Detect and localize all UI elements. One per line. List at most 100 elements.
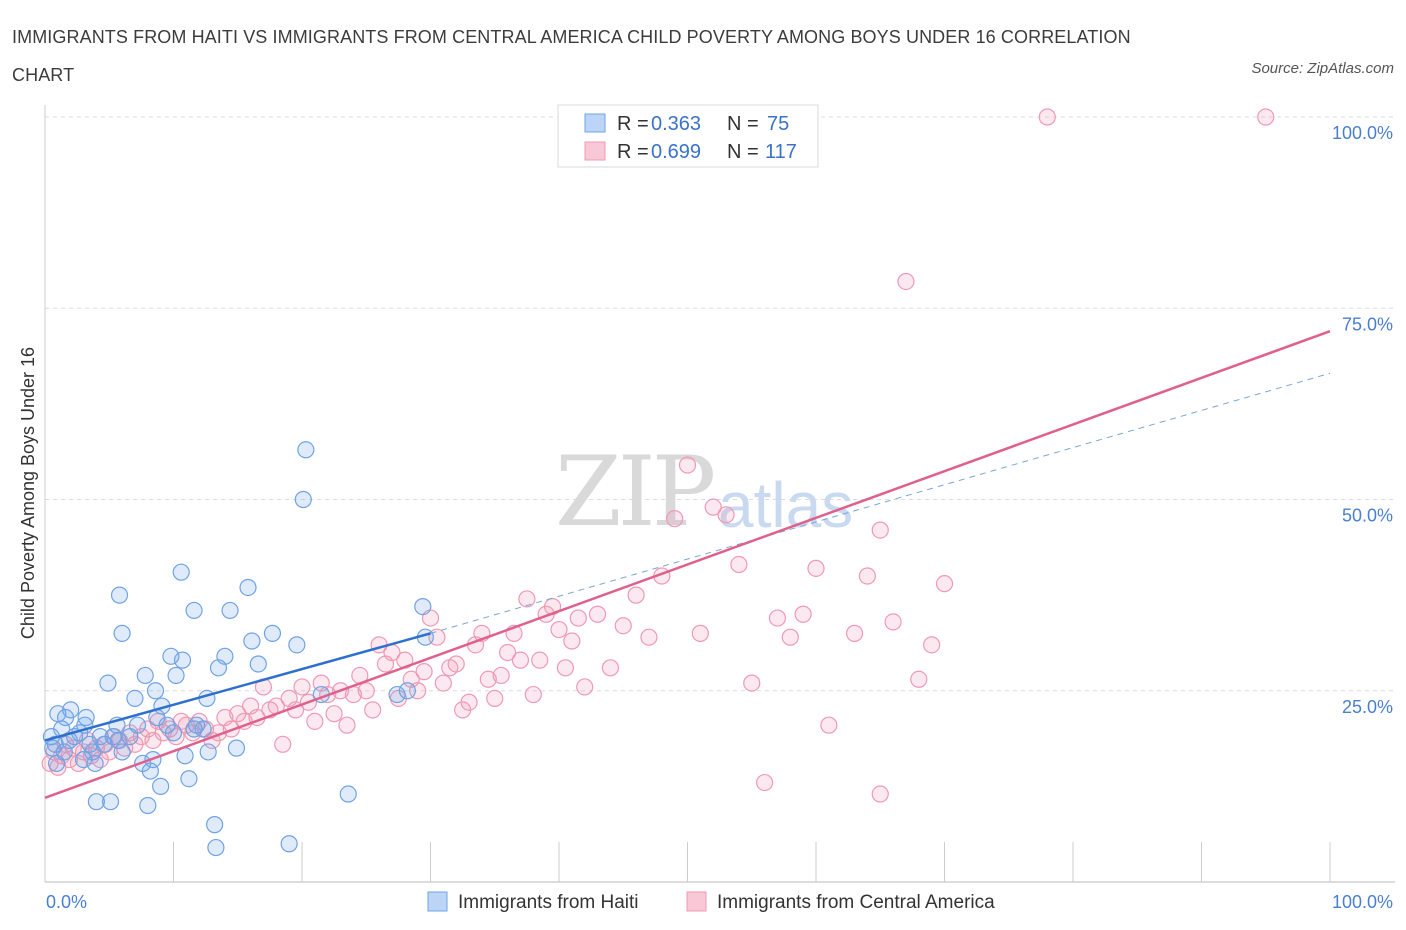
central-america-point-82 xyxy=(524,685,542,704)
haiti-point-61 xyxy=(288,636,306,654)
x-tick-label-0: 0.0% xyxy=(46,892,87,912)
central-america-point-80 xyxy=(511,651,530,669)
haiti-point-53 xyxy=(216,647,234,665)
haiti-point-40 xyxy=(167,666,185,685)
legend-swatch-central-bottom xyxy=(686,891,707,912)
central-america-point-107 xyxy=(794,605,812,623)
haiti-point-33 xyxy=(146,682,165,700)
central-america-point-57 xyxy=(364,701,382,719)
chart-title: IMMIGRANTS FROM HAITI VS IMMIGRANTS FROM… xyxy=(12,27,1131,85)
central-america-point-86 xyxy=(550,620,568,639)
central-america-point-88 xyxy=(563,632,581,650)
central-america-point-78 xyxy=(499,643,517,662)
central-america-point-70 xyxy=(447,655,465,673)
haiti-point-71 xyxy=(109,731,127,750)
haiti-point-66 xyxy=(388,685,406,704)
haiti-point-30 xyxy=(136,666,154,685)
haiti-point-56 xyxy=(239,578,257,597)
haiti-point-50 xyxy=(206,816,224,834)
central-america-point-118 xyxy=(1038,108,1056,126)
legend-swatch-haiti-bottom xyxy=(427,891,448,912)
trend-line-haiti xyxy=(44,632,431,742)
y-tick-labels: 25.0% 50.0% 75.0% 100.0% xyxy=(1332,123,1393,717)
central-america-point-95 xyxy=(640,628,658,646)
haiti-point-51 xyxy=(207,838,225,857)
haiti-point-24 xyxy=(113,624,131,642)
central-america-point-110 xyxy=(845,624,864,642)
central-america-point-99 xyxy=(691,624,709,642)
haiti-point-57 xyxy=(243,632,261,650)
central-america-point-77 xyxy=(492,666,510,685)
central-america-point-98 xyxy=(678,456,697,474)
central-america-point-53 xyxy=(338,716,356,734)
central-america-point-43 xyxy=(274,735,292,753)
watermark: ZIP atlas xyxy=(555,436,853,548)
haiti-point-73 xyxy=(185,720,203,738)
x-tick-label-1: 100.0% xyxy=(1332,892,1393,912)
central-america-point-117 xyxy=(935,575,954,593)
haiti-point-28 xyxy=(128,716,147,734)
legend-r-value-haiti: 0.363 xyxy=(651,113,701,135)
central-america-point-46 xyxy=(293,678,311,696)
legend-swatch-haiti xyxy=(584,113,606,133)
legend-swatch-central xyxy=(584,141,606,161)
haiti-point-44 xyxy=(180,770,198,788)
haiti-point-62 xyxy=(294,490,312,509)
haiti-point-23 xyxy=(110,586,129,604)
central-america-point-92 xyxy=(601,659,620,677)
central-america-point-68 xyxy=(434,674,452,692)
central-america-point-56 xyxy=(357,682,375,700)
haiti-point-65 xyxy=(339,785,357,803)
series-legend: Immigrants from Haiti Immigrants from Ce… xyxy=(427,891,995,913)
grid-lines xyxy=(45,116,1395,692)
haiti-point-68 xyxy=(414,597,432,616)
central-america-point-72 xyxy=(460,693,478,711)
y-tick-label-3: 100.0% xyxy=(1332,123,1393,143)
y-tick-label-0: 25.0% xyxy=(1342,697,1393,717)
central-america-point-75 xyxy=(479,670,497,688)
haiti-point-47 xyxy=(194,720,212,738)
haiti-point-39 xyxy=(164,724,183,742)
central-america-point-83 xyxy=(531,651,549,669)
y-tick-label-1: 50.0% xyxy=(1342,506,1393,526)
source-label: Source: ZipAtlas.com xyxy=(1251,60,1394,77)
central-america-point-112 xyxy=(871,521,889,539)
haiti-point-63 xyxy=(297,441,315,459)
central-america-point-115 xyxy=(910,670,928,688)
haiti-point-42 xyxy=(173,651,192,669)
central-america-point-109 xyxy=(820,716,838,734)
haiti-point-15 xyxy=(86,754,104,773)
central-america-point-120 xyxy=(871,785,889,803)
haiti-point-60 xyxy=(280,835,298,853)
central-america-point-48 xyxy=(306,712,324,730)
central-america-point-87 xyxy=(556,659,575,677)
legend-r-value-central: 0.699 xyxy=(651,141,701,163)
legend-r-label-central: R = xyxy=(617,141,649,163)
legend-label-haiti: Immigrants from Haiti xyxy=(458,892,639,913)
central-america-point-65 xyxy=(415,663,433,681)
central-america-point-105 xyxy=(768,609,787,627)
central-america-point-102 xyxy=(730,555,748,574)
central-america-point-106 xyxy=(781,628,799,646)
trend-line-haiti-extension xyxy=(430,372,1331,634)
haiti-point-45 xyxy=(185,601,203,620)
central-america-point-104 xyxy=(755,773,774,792)
haiti-point-54 xyxy=(221,601,239,620)
x-tick-labels: 0.0% 100.0% xyxy=(46,892,1393,912)
haiti-point-41 xyxy=(172,563,190,581)
legend-n-value-haiti: 75 xyxy=(767,113,789,135)
trend-line-central-america xyxy=(44,330,1331,800)
haiti-point-59 xyxy=(263,624,282,642)
central-america-point-100 xyxy=(704,498,722,516)
haiti-point-74 xyxy=(47,754,66,773)
haiti-point-31 xyxy=(139,796,157,815)
central-america-point-114 xyxy=(897,272,915,291)
haiti-point-49 xyxy=(199,743,217,761)
haiti-point-55 xyxy=(227,739,246,757)
haiti-point-16 xyxy=(87,793,106,811)
central-america-point-91 xyxy=(588,605,607,623)
legend-r-label-haiti: R = xyxy=(617,113,649,135)
y-axis-label: Child Poverty Among Boys Under 16 xyxy=(18,347,38,639)
correlation-legend: R = 0.363 N = 75 R = 0.699 N = 117 xyxy=(557,104,819,168)
central-america-point-93 xyxy=(614,617,632,635)
